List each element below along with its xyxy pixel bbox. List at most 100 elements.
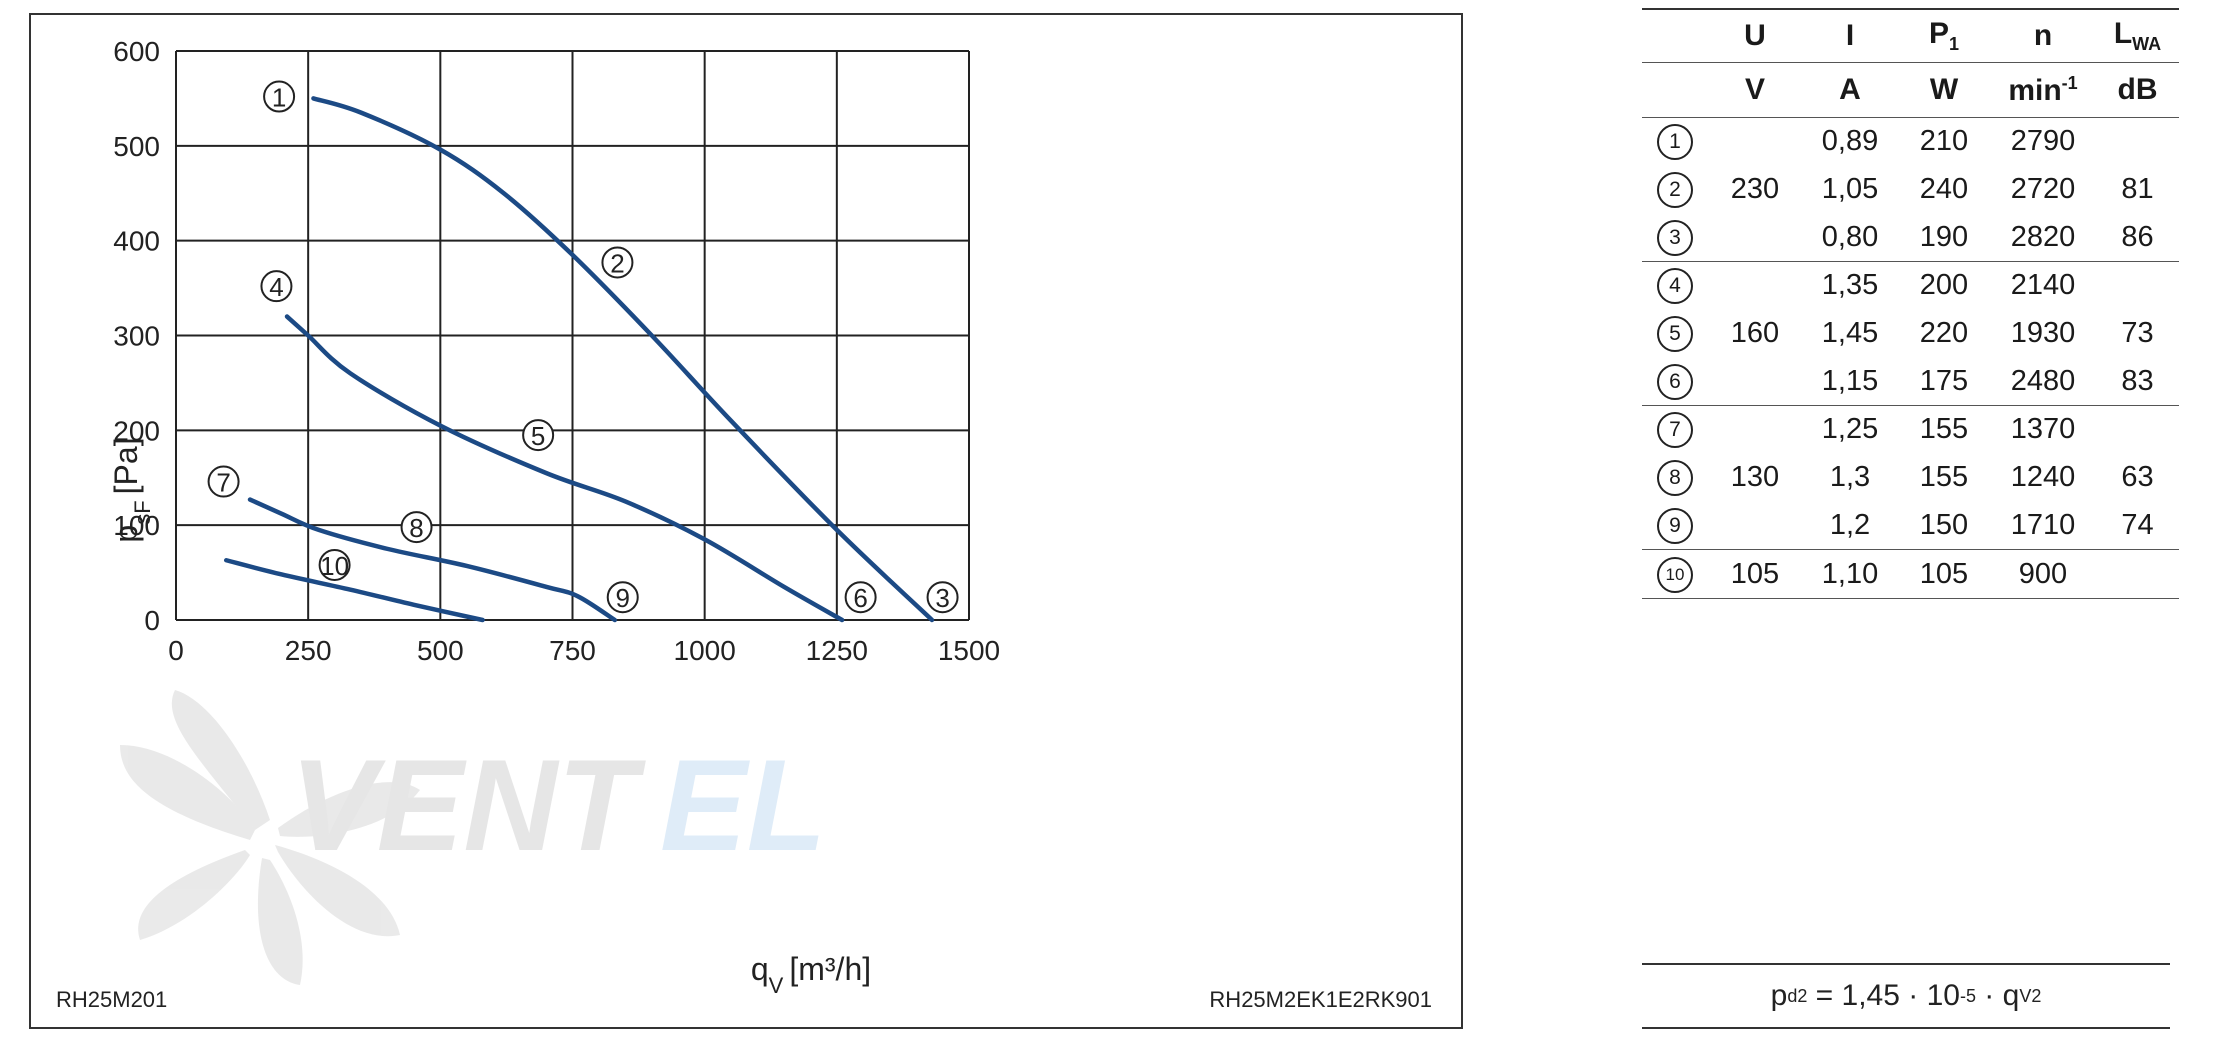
- marker-label: 1: [272, 83, 286, 113]
- y-tick-label: 0: [144, 605, 160, 636]
- curve-number-badge: 5: [1657, 316, 1693, 353]
- cell-l: 63: [2121, 461, 2154, 494]
- cell-u: [1708, 213, 1802, 263]
- cell-id: 2: [1642, 166, 1708, 214]
- cell-u: [1708, 406, 1802, 454]
- cell-n: 1370: [2010, 413, 2076, 446]
- cell-p: 175: [1898, 357, 1990, 407]
- table-units-row: V A W min-1 dB: [1642, 62, 2179, 118]
- cell-p: 105: [1898, 549, 1990, 599]
- cell-n: 2790: [2010, 125, 2076, 158]
- cell-id: 10: [1642, 549, 1708, 599]
- cell-u: 130: [1730, 461, 1780, 494]
- unit-i: A: [1802, 62, 1898, 118]
- marker-label: 7: [216, 468, 230, 498]
- curve-number-badge: 8: [1657, 460, 1693, 497]
- marker-circle: [207, 465, 240, 498]
- cell-l: 74: [2096, 501, 2179, 551]
- unit-p: W: [1898, 62, 1990, 118]
- table-header-n: n: [1990, 8, 2096, 63]
- cell-n: 2140: [2010, 269, 2076, 302]
- table-row: 10 105 1,10 105 900: [1642, 549, 2179, 599]
- table-header-i: I: [1802, 8, 1898, 63]
- cell-i: 1,2: [1802, 501, 1898, 551]
- cell-id: 6: [1642, 357, 1708, 407]
- marker-circle: [844, 581, 877, 614]
- cell-p: 190: [1898, 213, 1990, 263]
- curve-number-badge: 4: [1657, 268, 1693, 305]
- table-row: 6 1,15 175 2480 83: [1642, 357, 2179, 407]
- cell-i: 1,15: [1802, 357, 1898, 407]
- marker-label: 6: [853, 583, 867, 613]
- cell-n: 1710: [1990, 501, 2096, 551]
- cell-i: 1,45: [1821, 317, 1879, 350]
- cell-p: 240: [1919, 173, 1969, 206]
- cell-n: 900: [1990, 549, 2096, 599]
- curve-marker-9: 9: [606, 581, 639, 614]
- y-axis-label-unit: [Pa]: [108, 437, 144, 494]
- marker-circle: [263, 80, 296, 113]
- series-line-curve-2: [311, 96, 935, 623]
- ventel-watermark: VENT EL: [120, 690, 826, 985]
- x-tick-label: 0: [168, 635, 184, 666]
- chart-frame: [29, 13, 1463, 1029]
- curve-number-badge: 3: [1657, 219, 1693, 256]
- cell-l: 81: [2121, 173, 2154, 206]
- svg-text:VENT: VENT: [290, 732, 646, 878]
- curve-marker-3: 3: [926, 581, 959, 614]
- marker-circle: [606, 581, 639, 614]
- cell-l: [2096, 262, 2179, 310]
- y-tick-label: 300: [113, 321, 160, 352]
- marker-circle: [400, 511, 433, 544]
- y-axis-label-main: p: [108, 525, 144, 543]
- cell-i: 1,25: [1821, 413, 1879, 446]
- x-tick-label: 500: [417, 635, 464, 666]
- cell-p: 220: [1919, 317, 1969, 350]
- marker-label: 5: [531, 421, 545, 451]
- curve-number-badge: 1: [1657, 124, 1693, 161]
- y-tick-label: 600: [113, 36, 160, 67]
- curve-number-badge: 7: [1657, 412, 1693, 449]
- cell-l: 86: [2096, 213, 2179, 263]
- marker-circle: [522, 419, 555, 452]
- cell-l: 73: [2121, 317, 2154, 350]
- x-tick-label: 1250: [806, 635, 868, 666]
- x-tick-label: 750: [549, 635, 596, 666]
- marker-label: 9: [615, 583, 629, 613]
- x-tick-label: 1500: [938, 635, 1000, 666]
- cell-id: 5: [1642, 310, 1708, 358]
- cell-u: [1708, 357, 1802, 407]
- curve-marker-6: 6: [844, 581, 877, 614]
- table-row: 2 230 1,05 240 2720 81: [1642, 166, 2179, 214]
- cell-id: 7: [1642, 406, 1708, 454]
- marker-circle: [926, 581, 959, 614]
- y-tick-label: 200: [113, 415, 160, 446]
- cell-n: 2480: [1990, 357, 2096, 407]
- x-axis-label: qV [m³/h]: [751, 951, 871, 998]
- cell-u: [1708, 262, 1802, 310]
- cell-u: 160: [1730, 317, 1780, 350]
- curve-number-badge: 6: [1657, 363, 1693, 400]
- marker-label: 4: [269, 272, 283, 302]
- curve-marker-4: 4: [260, 270, 293, 303]
- cell-l: [2096, 406, 2179, 454]
- curve-marker-2: 2: [601, 246, 634, 279]
- x-axis-label-unit: [m³/h]: [789, 951, 871, 987]
- marker-label: 2: [610, 248, 624, 278]
- table-row: 7 1,25 155 1370: [1642, 406, 2179, 454]
- curve-marker-10: 10: [318, 548, 351, 581]
- cell-n: 2820: [1990, 213, 2096, 263]
- marker-label: 3: [935, 583, 949, 613]
- marker-circle: [601, 246, 634, 279]
- cell-id: 3: [1642, 213, 1708, 263]
- cell-n: 1930: [2010, 317, 2076, 350]
- unit-u: V: [1708, 62, 1802, 118]
- x-axis-label-main: q: [751, 951, 769, 987]
- footer-right-code: RH25M2EK1E2RK901: [1209, 987, 1432, 1012]
- y-tick-label: 100: [113, 510, 160, 541]
- cell-i: 1,10: [1802, 549, 1898, 599]
- y-axis-label: psF [Pa]: [108, 437, 155, 542]
- unit-l: dB: [2096, 62, 2179, 118]
- table-row: 3 0,80 190 2820 86: [1642, 213, 2179, 263]
